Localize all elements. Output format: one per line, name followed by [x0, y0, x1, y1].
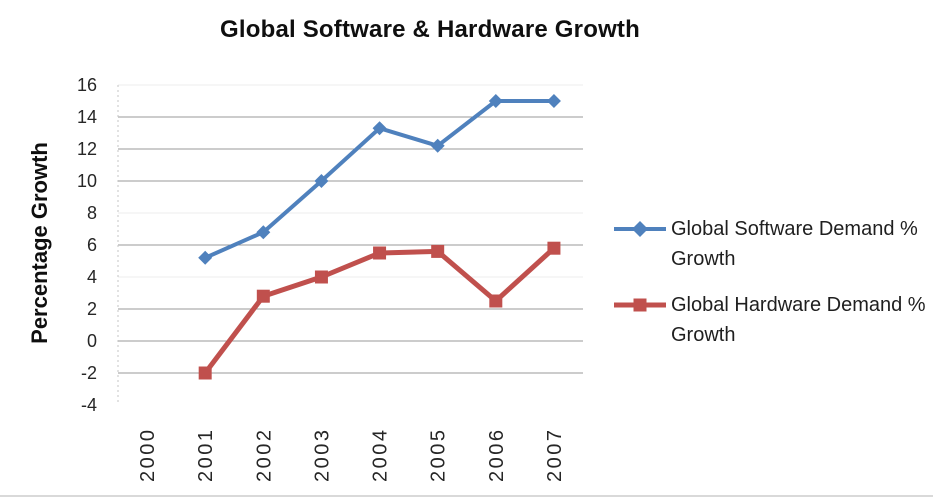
hardware-series-marker-icon	[614, 298, 666, 312]
data-point-software-2002	[256, 225, 271, 240]
data-point-hardware-2005	[431, 244, 445, 258]
x-tick-label: 2002	[253, 428, 275, 483]
y-tick-label: 10	[77, 171, 97, 191]
x-tick-label: 2003	[311, 428, 333, 483]
y-tick-label: -4	[81, 395, 97, 415]
hardware-series-line	[202, 245, 557, 376]
x-tick-label: 2007	[544, 428, 566, 483]
y-tick-label: 4	[87, 267, 97, 287]
y-tick-label: 6	[87, 235, 97, 255]
data-point-software-2003	[314, 174, 329, 188]
y-tick-label: 16	[77, 75, 97, 95]
x-tick-label: 2004	[370, 428, 392, 483]
data-point-hardware-2004	[373, 246, 387, 260]
y-tick-label: -2	[81, 363, 97, 383]
x-tick-label: 2001	[195, 428, 217, 483]
x-tick-label: 2006	[486, 428, 508, 483]
y-tick-label: 12	[77, 139, 97, 159]
data-point-hardware-2006	[489, 294, 503, 308]
data-point-software-2006	[488, 94, 503, 108]
y-tick-label: 14	[77, 107, 97, 127]
legend-item-hardware: Global Hardware Demand % Growth	[613, 290, 928, 350]
x-tick-label: 2005	[428, 428, 450, 483]
data-point-hardware-2001	[198, 366, 212, 380]
data-point-software-2001	[198, 250, 213, 265]
legend: Global Software Demand % Growth Global H…	[613, 214, 928, 350]
y-tick-label: 2	[87, 299, 97, 319]
legend-label-software: Global Software Demand % Growth	[671, 218, 918, 270]
software-series-marker-icon	[614, 221, 666, 237]
y-tick-label: 0	[87, 331, 97, 351]
data-point-hardware-2003	[314, 270, 328, 284]
legend-label-hardware: Global Hardware Demand % Growth	[671, 294, 926, 346]
bottom-divider	[0, 495, 933, 497]
y-tick-label: 8	[87, 203, 97, 223]
data-point-software-2005	[430, 138, 445, 153]
data-point-software-2004	[372, 121, 387, 136]
chart-title: Global Software & Hardware Growth	[219, 16, 640, 43]
data-point-software-2007	[546, 94, 561, 108]
x-tick-label: 2000	[137, 428, 159, 483]
data-point-hardware-2002	[256, 289, 270, 303]
data-point-hardware-2007	[547, 241, 561, 255]
legend-item-software: Global Software Demand % Growth	[613, 214, 928, 274]
